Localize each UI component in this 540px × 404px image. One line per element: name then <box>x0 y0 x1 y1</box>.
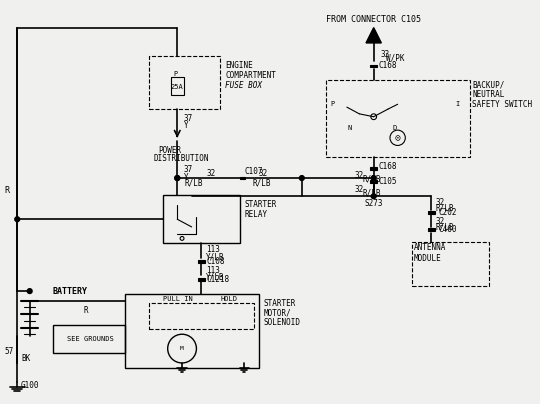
Text: 113: 113 <box>206 265 220 275</box>
Text: BACKUP/: BACKUP/ <box>472 81 505 90</box>
Text: MOTOR/: MOTOR/ <box>264 309 291 318</box>
Bar <box>198 260 205 263</box>
Bar <box>171 78 184 95</box>
Text: M: M <box>180 346 184 351</box>
Circle shape <box>372 176 376 181</box>
Circle shape <box>15 217 19 222</box>
Polygon shape <box>366 27 381 43</box>
Text: HOLD: HOLD <box>220 296 238 302</box>
Bar <box>240 177 245 179</box>
Text: SOLENOID: SOLENOID <box>264 318 300 327</box>
Text: FUSE BOX: FUSE BOX <box>225 81 262 90</box>
Text: FROM CONNECTOR C105: FROM CONNECTOR C105 <box>326 15 421 25</box>
Text: 32: 32 <box>355 185 364 194</box>
Bar <box>53 325 125 354</box>
Text: 32: 32 <box>355 170 364 180</box>
Text: 32: 32 <box>436 217 445 226</box>
Text: R: R <box>5 186 10 195</box>
Bar <box>428 228 435 231</box>
Text: SEE GROUNDS: SEE GROUNDS <box>67 336 114 342</box>
Text: D: D <box>393 125 397 131</box>
Text: NEUTRAL: NEUTRAL <box>472 90 505 99</box>
Text: R: R <box>84 306 89 315</box>
Bar <box>125 294 259 368</box>
Bar <box>370 65 377 67</box>
Text: POWER: POWER <box>158 146 181 155</box>
Bar <box>370 181 377 183</box>
Text: C1218: C1218 <box>206 275 229 284</box>
Text: 37: 37 <box>184 165 193 174</box>
Circle shape <box>175 176 180 181</box>
Text: 37: 37 <box>184 114 193 123</box>
Text: MODULE: MODULE <box>414 254 442 263</box>
Text: C108: C108 <box>206 257 225 266</box>
Text: SAFETY SWITCH: SAFETY SWITCH <box>472 100 532 109</box>
Bar <box>326 80 469 157</box>
Bar <box>198 278 205 281</box>
Text: R/LB: R/LB <box>436 223 455 231</box>
Circle shape <box>299 176 304 181</box>
Text: C105: C105 <box>379 177 397 186</box>
Circle shape <box>175 176 180 181</box>
Bar <box>370 167 377 170</box>
Text: R/LB: R/LB <box>362 189 381 198</box>
Text: DISTRIBUTION: DISTRIBUTION <box>153 154 209 163</box>
Text: 32: 32 <box>436 198 445 206</box>
Text: N: N <box>348 125 352 131</box>
Text: W/PK: W/PK <box>386 54 404 63</box>
Text: 32: 32 <box>206 169 215 178</box>
Bar <box>148 56 220 109</box>
Text: C107: C107 <box>244 167 263 176</box>
Text: 33: 33 <box>380 50 390 59</box>
Text: Y/LB: Y/LB <box>206 272 225 281</box>
Text: I: I <box>455 101 460 107</box>
Text: R/LB: R/LB <box>436 203 455 212</box>
Circle shape <box>372 194 376 199</box>
Text: Y/LB: Y/LB <box>206 252 225 261</box>
Text: BATTERY: BATTERY <box>53 286 87 296</box>
Text: ENGINE: ENGINE <box>225 61 253 70</box>
Text: P: P <box>330 101 335 107</box>
Text: 113: 113 <box>206 245 220 255</box>
Text: R/LB: R/LB <box>362 175 381 183</box>
Text: L: L <box>372 32 376 37</box>
Text: C202: C202 <box>439 208 457 217</box>
Text: P: P <box>173 71 178 77</box>
Text: G100: G100 <box>21 381 39 391</box>
Text: ANTENNA: ANTENNA <box>414 244 446 252</box>
Text: C168: C168 <box>379 162 397 171</box>
Text: R/LB: R/LB <box>185 178 204 187</box>
Text: R/LB: R/LB <box>252 178 271 187</box>
Text: PULL IN: PULL IN <box>163 296 193 302</box>
Bar <box>428 211 435 214</box>
Text: C168: C168 <box>379 61 397 70</box>
Text: BK: BK <box>21 354 30 363</box>
Bar <box>148 303 254 329</box>
Text: 57: 57 <box>5 347 14 356</box>
Text: 32: 32 <box>259 169 268 178</box>
Text: S273: S273 <box>364 200 383 208</box>
Text: C460: C460 <box>439 225 457 234</box>
Bar <box>412 242 489 286</box>
Text: STARTER: STARTER <box>264 299 296 308</box>
Text: STARTER: STARTER <box>244 200 276 209</box>
Circle shape <box>28 289 32 293</box>
Text: 25A: 25A <box>171 84 184 90</box>
Text: COMPARTMENT: COMPARTMENT <box>225 71 276 80</box>
Bar <box>163 195 240 243</box>
Text: RELAY: RELAY <box>244 210 267 219</box>
Text: Y: Y <box>184 121 188 130</box>
Text: Y: Y <box>184 173 188 181</box>
Text: ⊙: ⊙ <box>395 133 401 143</box>
